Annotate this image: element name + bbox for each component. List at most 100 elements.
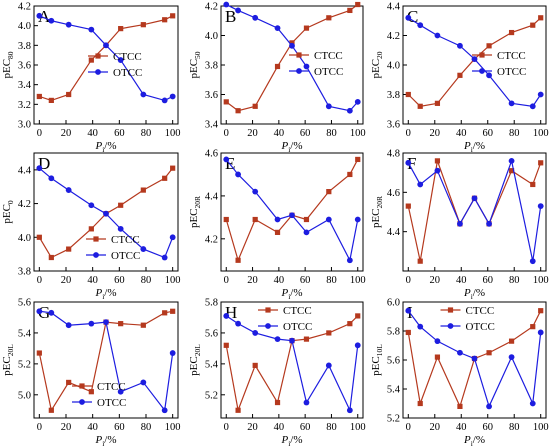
legend: CTCC OTCC (440, 305, 495, 333)
data-point-ctcc (508, 338, 515, 344)
legend-label: OTCC (314, 66, 343, 78)
data-point-otcc (486, 72, 492, 79)
data-point-ctcc (355, 313, 361, 319)
data-point-ctcc (274, 399, 281, 406)
data-point-ctcc (274, 229, 281, 235)
y-tick-label: 4.2 (205, 2, 218, 13)
y-tick-label: 5.8 (387, 327, 400, 338)
x-tick-label: 40 (87, 128, 98, 139)
data-point-ctcc (162, 175, 168, 181)
data-point-ctcc (434, 354, 441, 360)
data-point-otcc (508, 100, 515, 107)
x-tick-label: 40 (274, 422, 285, 433)
x-axis-label: Pi/% (280, 140, 302, 154)
x-axis-label-sub: i (288, 292, 290, 301)
x-tick-label: 0 (224, 275, 229, 286)
data-point-otcc (140, 91, 147, 98)
data-point-ctcc (538, 308, 544, 314)
data-point-ctcc (36, 350, 42, 356)
x-axis-label-main: P (94, 287, 102, 299)
legend: CTCC OTCC (88, 51, 142, 79)
x-tick-label: 100 (350, 128, 366, 139)
x-tick-label: 60 (300, 275, 311, 286)
x-axis-label-sub: i (102, 292, 104, 301)
y-tick-label: 3.6 (387, 120, 400, 131)
y-tick-label: 3.4 (205, 120, 219, 131)
data-point-otcc (274, 216, 281, 223)
legend-label: CTCC (97, 381, 126, 393)
data-point-otcc (354, 98, 361, 105)
data-point-ctcc (508, 29, 515, 36)
data-point-ctcc (223, 99, 229, 105)
x-axis-label-unit: /% (290, 140, 302, 152)
data-point-ctcc (303, 216, 310, 223)
x-axis-label-main: P (280, 140, 288, 152)
y-tick-label: 3.8 (18, 41, 31, 52)
data-point-otcc (88, 26, 95, 33)
legend: CTCC OTCC (289, 50, 343, 78)
data-point-otcc (65, 187, 72, 193)
legend-label: CTCC (283, 305, 312, 317)
y-tick-label: 3.4 (18, 80, 32, 91)
data-point-otcc (289, 212, 295, 219)
data-point-otcc (346, 257, 353, 264)
data-point-otcc (486, 403, 492, 410)
x-tick-label: 40 (87, 422, 98, 433)
data-point-otcc (325, 216, 332, 223)
data-point-ctcc (36, 234, 42, 240)
legend-marker-otcc (479, 68, 485, 74)
y-tick-label: 4.0 (387, 61, 400, 72)
data-point-ctcc (405, 91, 411, 98)
y-tick-label: 5.4 (205, 359, 219, 370)
legend-marker-otcc (265, 323, 271, 329)
panel-A: 0 20 40 60 80 1003.03.23.43.63.84.04.2pEC80Pi… (1, 2, 181, 155)
data-point-otcc (354, 342, 361, 349)
data-point-otcc (117, 225, 124, 232)
data-point-otcc (434, 167, 441, 174)
x-tick-label: 0 (406, 275, 411, 286)
series-line-otcc (407, 17, 542, 107)
data-point-ctcc (48, 254, 54, 261)
data-point-ctcc (457, 403, 463, 409)
y-axis-label-sub: 20L (6, 344, 15, 357)
legend-label: CTCC (111, 234, 140, 246)
x-axis-label-main: P (463, 287, 471, 299)
data-point-ctcc (140, 322, 146, 328)
y-tick-label: 4.2 (387, 31, 400, 42)
data-point-ctcc (347, 7, 353, 14)
y-tick-label: 5.6 (18, 298, 31, 309)
data-point-otcc (529, 400, 536, 407)
data-point-ctcc (170, 308, 176, 314)
x-tick-label: 40 (274, 275, 285, 286)
data-point-ctcc (417, 103, 423, 109)
data-point-ctcc (252, 103, 258, 109)
y-tick-label: 4.4 (387, 2, 401, 13)
x-tick-label: 80 (326, 422, 337, 433)
x-tick-label: 0 (224, 422, 229, 433)
legend-marker-otcc (296, 68, 302, 74)
data-point-ctcc (326, 189, 332, 195)
x-tick-label: 100 (533, 275, 549, 286)
x-axis-label-unit: /% (290, 287, 302, 299)
panel-I: 0204060801005.25.45.65.86.0pEC10LPi/%ICT… (370, 298, 549, 446)
legend-label: OTCC (497, 66, 526, 78)
plot-frame (402, 5, 547, 125)
x-tick-label: 60 (300, 422, 311, 433)
y-tick-label: 5.0 (18, 390, 31, 401)
x-tick-label: 60 (482, 422, 493, 433)
y-tick-label: 4.0 (205, 31, 218, 42)
data-point-ctcc (162, 17, 168, 23)
data-point-otcc (303, 399, 310, 406)
data-point-otcc (537, 329, 544, 336)
x-tick-label: 0 (224, 128, 229, 139)
legend: CTCC OTCC (72, 381, 126, 409)
data-point-ctcc (405, 329, 411, 336)
legend-label: CTCC (466, 305, 495, 317)
data-point-otcc (103, 319, 109, 326)
data-point-ctcc (303, 336, 310, 342)
x-axis-label-unit: /% (473, 140, 485, 152)
y-axis-label: pEC80 (1, 51, 15, 78)
x-tick-label: 40 (87, 275, 98, 286)
legend-marker-otcc (447, 323, 454, 329)
legend-label: OTCC (111, 250, 140, 262)
